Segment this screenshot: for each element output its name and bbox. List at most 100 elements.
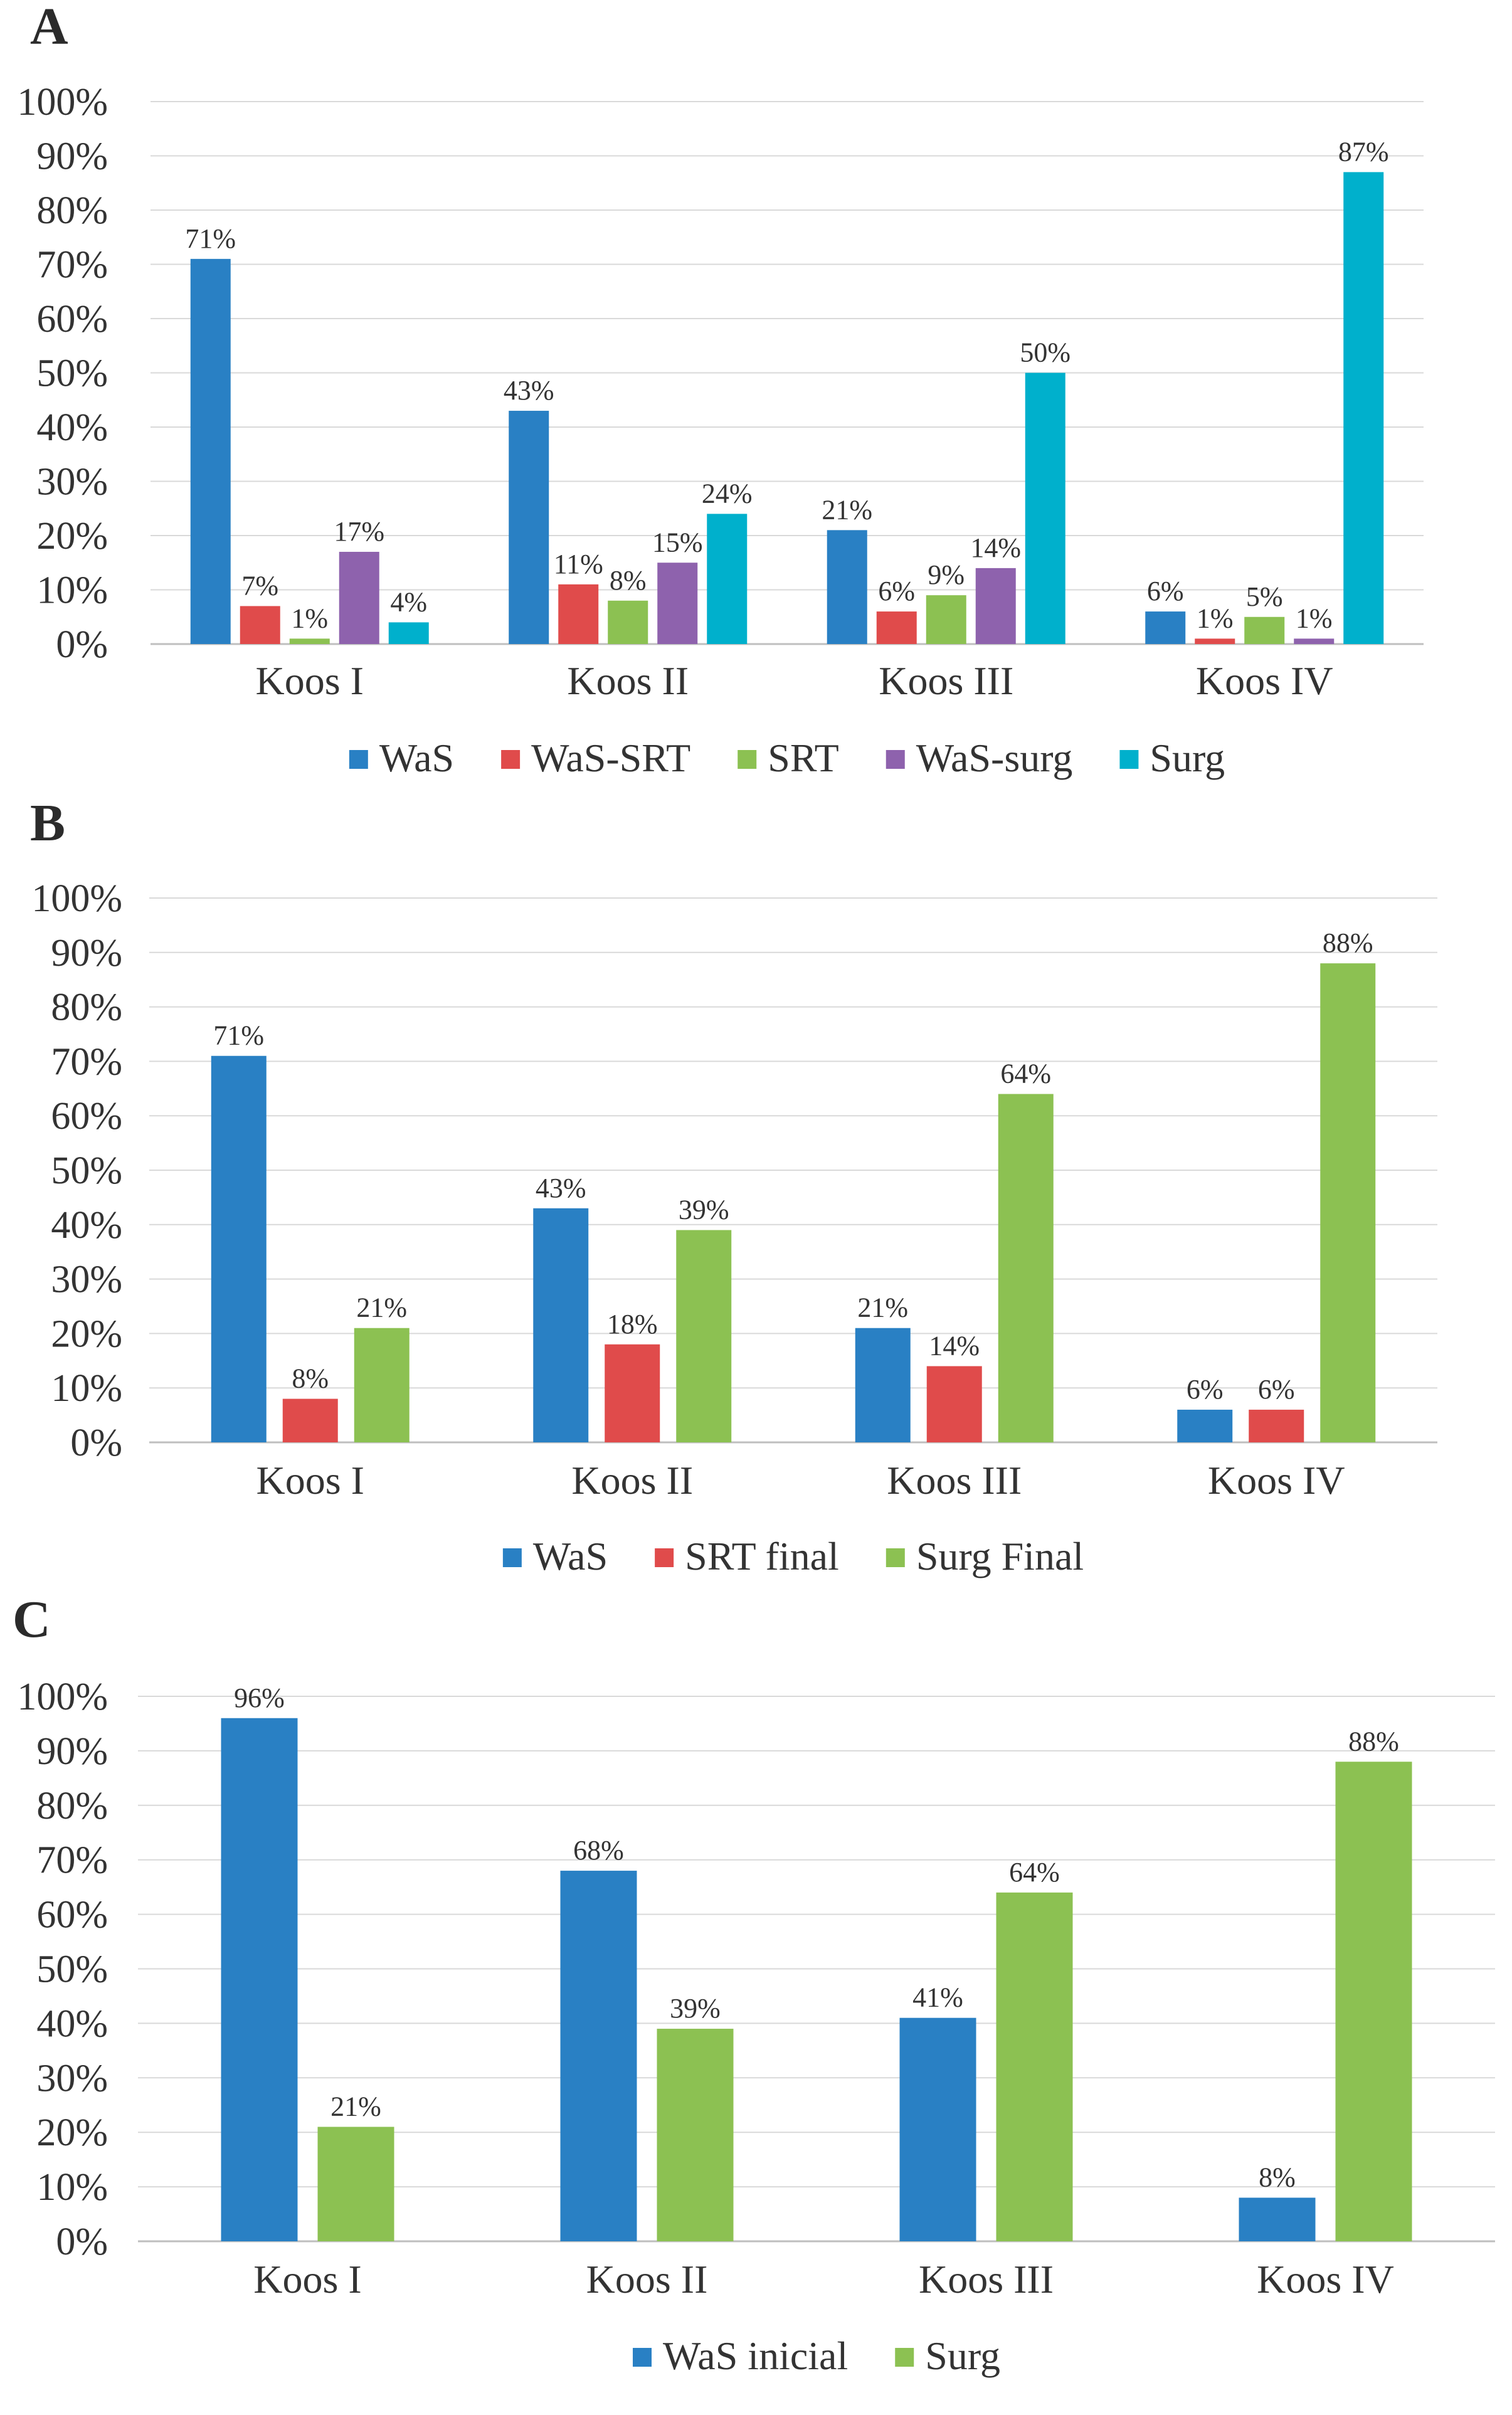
y-tick-label: 30%: [36, 2057, 108, 2100]
bar-surg: [317, 2127, 394, 2241]
data-label: 68%: [573, 1835, 624, 1866]
category-label: Koos I: [253, 2257, 361, 2301]
y-tick-label: 20%: [36, 2111, 108, 2154]
legend-label: SRT final: [685, 1534, 839, 1578]
y-tick-label: 60%: [51, 1095, 122, 1138]
y-tick-label: 0%: [56, 623, 108, 666]
data-label: 1%: [291, 603, 328, 633]
data-label: 24%: [702, 478, 753, 509]
legend-label: WaS-surg: [916, 736, 1073, 780]
legend-label: WaS inicial: [663, 2333, 848, 2378]
y-tick-label: 70%: [36, 244, 108, 287]
category-label: Koos III: [879, 658, 1013, 703]
legend-item: WaS: [502, 1534, 608, 1578]
legend-label: SRT: [768, 736, 839, 780]
bar-surg-final: [354, 1328, 410, 1442]
bar-was-inicial: [221, 1718, 298, 2241]
data-label: 96%: [234, 1683, 285, 1713]
data-label: 14%: [929, 1330, 980, 1361]
legend-label: WaS: [379, 736, 454, 780]
panel-letter: B: [30, 794, 65, 852]
data-label: 21%: [356, 1292, 407, 1323]
data-label: 1%: [1296, 603, 1333, 633]
data-label: 6%: [1258, 1374, 1295, 1405]
data-label: 9%: [928, 559, 965, 590]
data-label: 8%: [292, 1363, 329, 1394]
bar-surg: [388, 622, 429, 644]
data-label: 17%: [334, 516, 384, 547]
panel-letter: C: [13, 1590, 51, 1649]
y-tick-label: 100%: [17, 81, 108, 124]
bar-was-surg: [1294, 638, 1335, 644]
bar-was: [1177, 1409, 1233, 1442]
legend: WaS SRT final Surg Final: [502, 1534, 1084, 1578]
y-tick-label: 90%: [36, 1730, 108, 1773]
legend-item: WaS-surg: [886, 736, 1073, 780]
y-tick-label: 90%: [51, 932, 122, 975]
bar-was-srt: [876, 611, 917, 644]
y-tick-label: 50%: [36, 352, 108, 395]
category-label: Koos III: [887, 1458, 1022, 1503]
legend-item: WaS: [349, 736, 454, 780]
data-label: 6%: [1187, 1374, 1224, 1405]
legend-item: SRT: [737, 736, 839, 780]
legend-item: WaS-SRT: [501, 736, 690, 780]
bar-srt-final: [926, 1366, 982, 1442]
bar-srt-final: [605, 1344, 660, 1442]
legend-item: Surg: [895, 2333, 1000, 2378]
category-label: Koos II: [567, 658, 689, 703]
chart-panel-a: A 0% 10% 20% 30% 40% 50% 60% 70% 80% 90% 100% 71% 7% 1…: [17, 0, 1424, 780]
legend-swatch: [1119, 750, 1139, 769]
y-tick-label: 100%: [31, 877, 122, 920]
data-label: 14%: [970, 532, 1021, 563]
bar-surg: [1025, 373, 1065, 644]
data-label: 18%: [607, 1309, 658, 1340]
y-tick-label: 40%: [51, 1204, 122, 1247]
data-label: 41%: [912, 1982, 963, 2013]
bar-was-srt: [1195, 638, 1235, 644]
y-tick-label: 30%: [36, 461, 108, 504]
bar-surg-final: [676, 1230, 732, 1442]
bar-surg: [707, 514, 748, 644]
category-label: Koos II: [586, 2257, 708, 2301]
data-label: 7%: [241, 570, 278, 601]
legend-label: WaS: [533, 1534, 608, 1578]
category-label: Koos IV: [1257, 2257, 1394, 2301]
legend-swatch: [633, 2348, 652, 2367]
bar-srt: [289, 638, 330, 644]
legend-label: WaS-SRT: [531, 736, 690, 780]
y-tick-label: 0%: [70, 1422, 122, 1464]
bar-srt-final: [282, 1398, 338, 1442]
data-label: 6%: [878, 576, 915, 606]
y-tick-label: 10%: [36, 2166, 108, 2209]
data-label: 88%: [1323, 927, 1373, 958]
data-label: 64%: [1009, 1857, 1060, 1888]
bar-was-inicial: [1239, 2197, 1316, 2241]
y-tick-label: 30%: [51, 1259, 122, 1301]
data-label: 21%: [822, 494, 872, 525]
bar-was-srt: [240, 606, 280, 644]
category-label: Koos I: [256, 658, 364, 703]
legend-swatch: [501, 750, 521, 769]
category-label: Koos IV: [1196, 658, 1333, 703]
data-label: 50%: [1020, 337, 1071, 368]
y-tick-label: 60%: [36, 298, 108, 341]
bar-surg-final: [1320, 963, 1376, 1442]
legend-label: Surg Final: [916, 1534, 1084, 1578]
bar-was: [190, 258, 231, 645]
data-label: 15%: [652, 527, 703, 558]
bar-surg-final: [998, 1094, 1054, 1442]
y-tick-label: 50%: [51, 1149, 122, 1192]
panel-letter: A: [30, 0, 68, 56]
data-label: 11%: [554, 549, 603, 579]
y-tick-label: 10%: [51, 1367, 122, 1410]
data-label: 87%: [1338, 136, 1389, 167]
legend-item: Surg Final: [886, 1534, 1084, 1578]
data-label: 88%: [1348, 1726, 1399, 1757]
category-label: Koos III: [919, 2257, 1054, 2301]
legend-swatch: [349, 750, 368, 769]
bar-srt-final: [1249, 1409, 1304, 1442]
bar-was: [533, 1208, 589, 1442]
data-label: 39%: [670, 1993, 721, 2024]
data-label: 64%: [1000, 1058, 1051, 1089]
